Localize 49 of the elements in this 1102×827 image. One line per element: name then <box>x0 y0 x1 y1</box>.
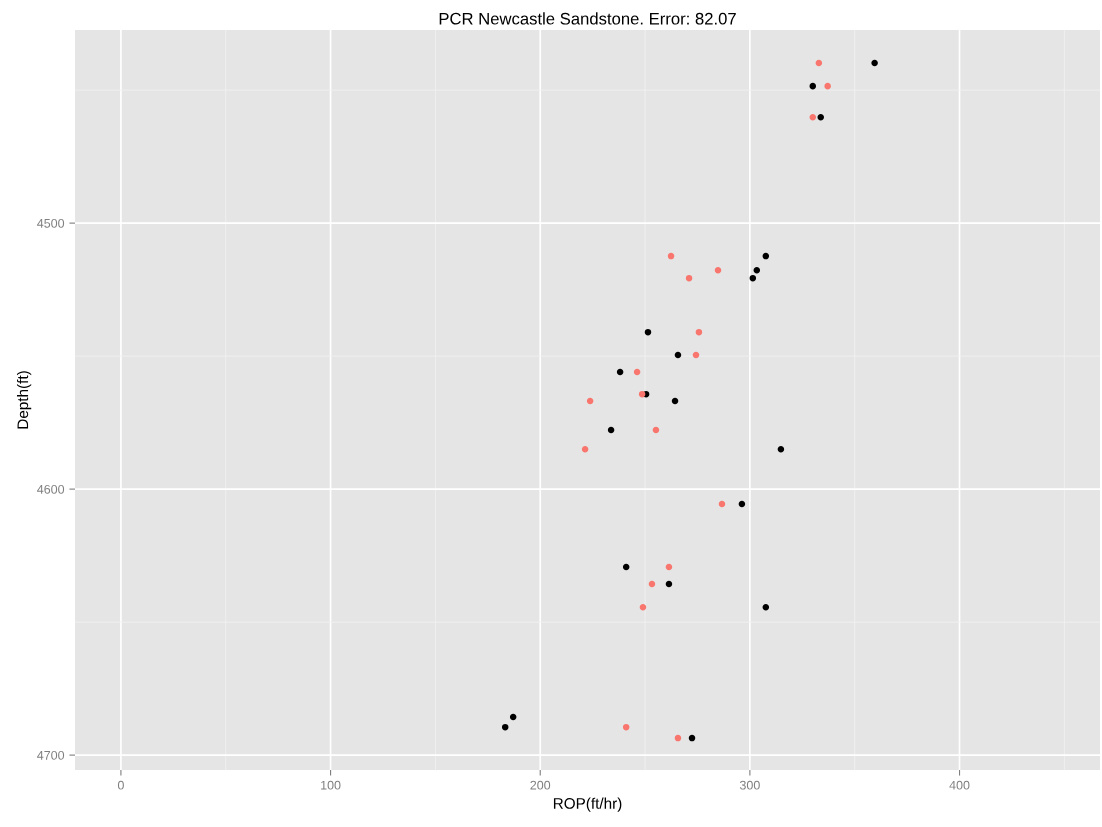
point <box>749 274 757 282</box>
x-tick-label: 400 <box>949 780 970 790</box>
y-axis-title: Depth(ft) <box>16 371 32 429</box>
point <box>648 580 656 588</box>
point <box>674 734 682 742</box>
point <box>718 500 726 508</box>
x-axis-title: ROP(ft/hr) <box>553 797 622 812</box>
point <box>871 59 878 67</box>
point <box>586 397 594 405</box>
x-tick-label: 200 <box>530 780 551 790</box>
point <box>644 328 652 336</box>
point <box>638 390 646 398</box>
point <box>622 563 630 571</box>
point <box>622 723 630 731</box>
x-tick-label: 0 <box>117 780 124 790</box>
point <box>762 603 770 611</box>
point <box>665 580 673 588</box>
point <box>688 734 696 742</box>
point <box>674 351 682 359</box>
point <box>616 368 624 376</box>
point <box>762 252 770 260</box>
point <box>667 252 675 260</box>
y-tick-label: 4500 <box>37 218 65 228</box>
point <box>652 426 660 434</box>
point <box>665 563 673 571</box>
point <box>639 603 647 611</box>
y-tick-label: 4600 <box>37 484 65 494</box>
point <box>714 266 722 274</box>
point <box>607 426 615 434</box>
point <box>581 445 589 453</box>
point <box>695 328 703 336</box>
y-tick-label: 4700 <box>37 750 65 760</box>
point <box>738 500 746 508</box>
point <box>509 713 517 721</box>
point <box>815 59 823 67</box>
point <box>753 266 761 274</box>
point <box>777 445 785 453</box>
x-tick-label: 100 <box>321 780 341 790</box>
point <box>633 368 641 376</box>
point <box>501 723 509 731</box>
chart-title: PCR Newcastle Sandstone. Error: 82.07 <box>439 12 736 25</box>
point <box>671 397 679 405</box>
point <box>817 113 824 121</box>
point <box>692 351 700 359</box>
point <box>685 274 693 282</box>
point <box>809 82 817 90</box>
point <box>809 113 817 121</box>
x-tick-label: 300 <box>739 780 760 790</box>
point <box>824 82 831 90</box>
